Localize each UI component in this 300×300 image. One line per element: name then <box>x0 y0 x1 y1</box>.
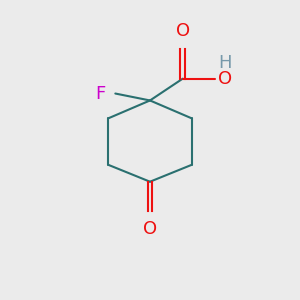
Text: O: O <box>176 22 190 40</box>
Text: F: F <box>95 85 105 103</box>
Text: H: H <box>218 54 232 72</box>
Text: O: O <box>143 220 157 238</box>
Text: O: O <box>218 70 233 88</box>
